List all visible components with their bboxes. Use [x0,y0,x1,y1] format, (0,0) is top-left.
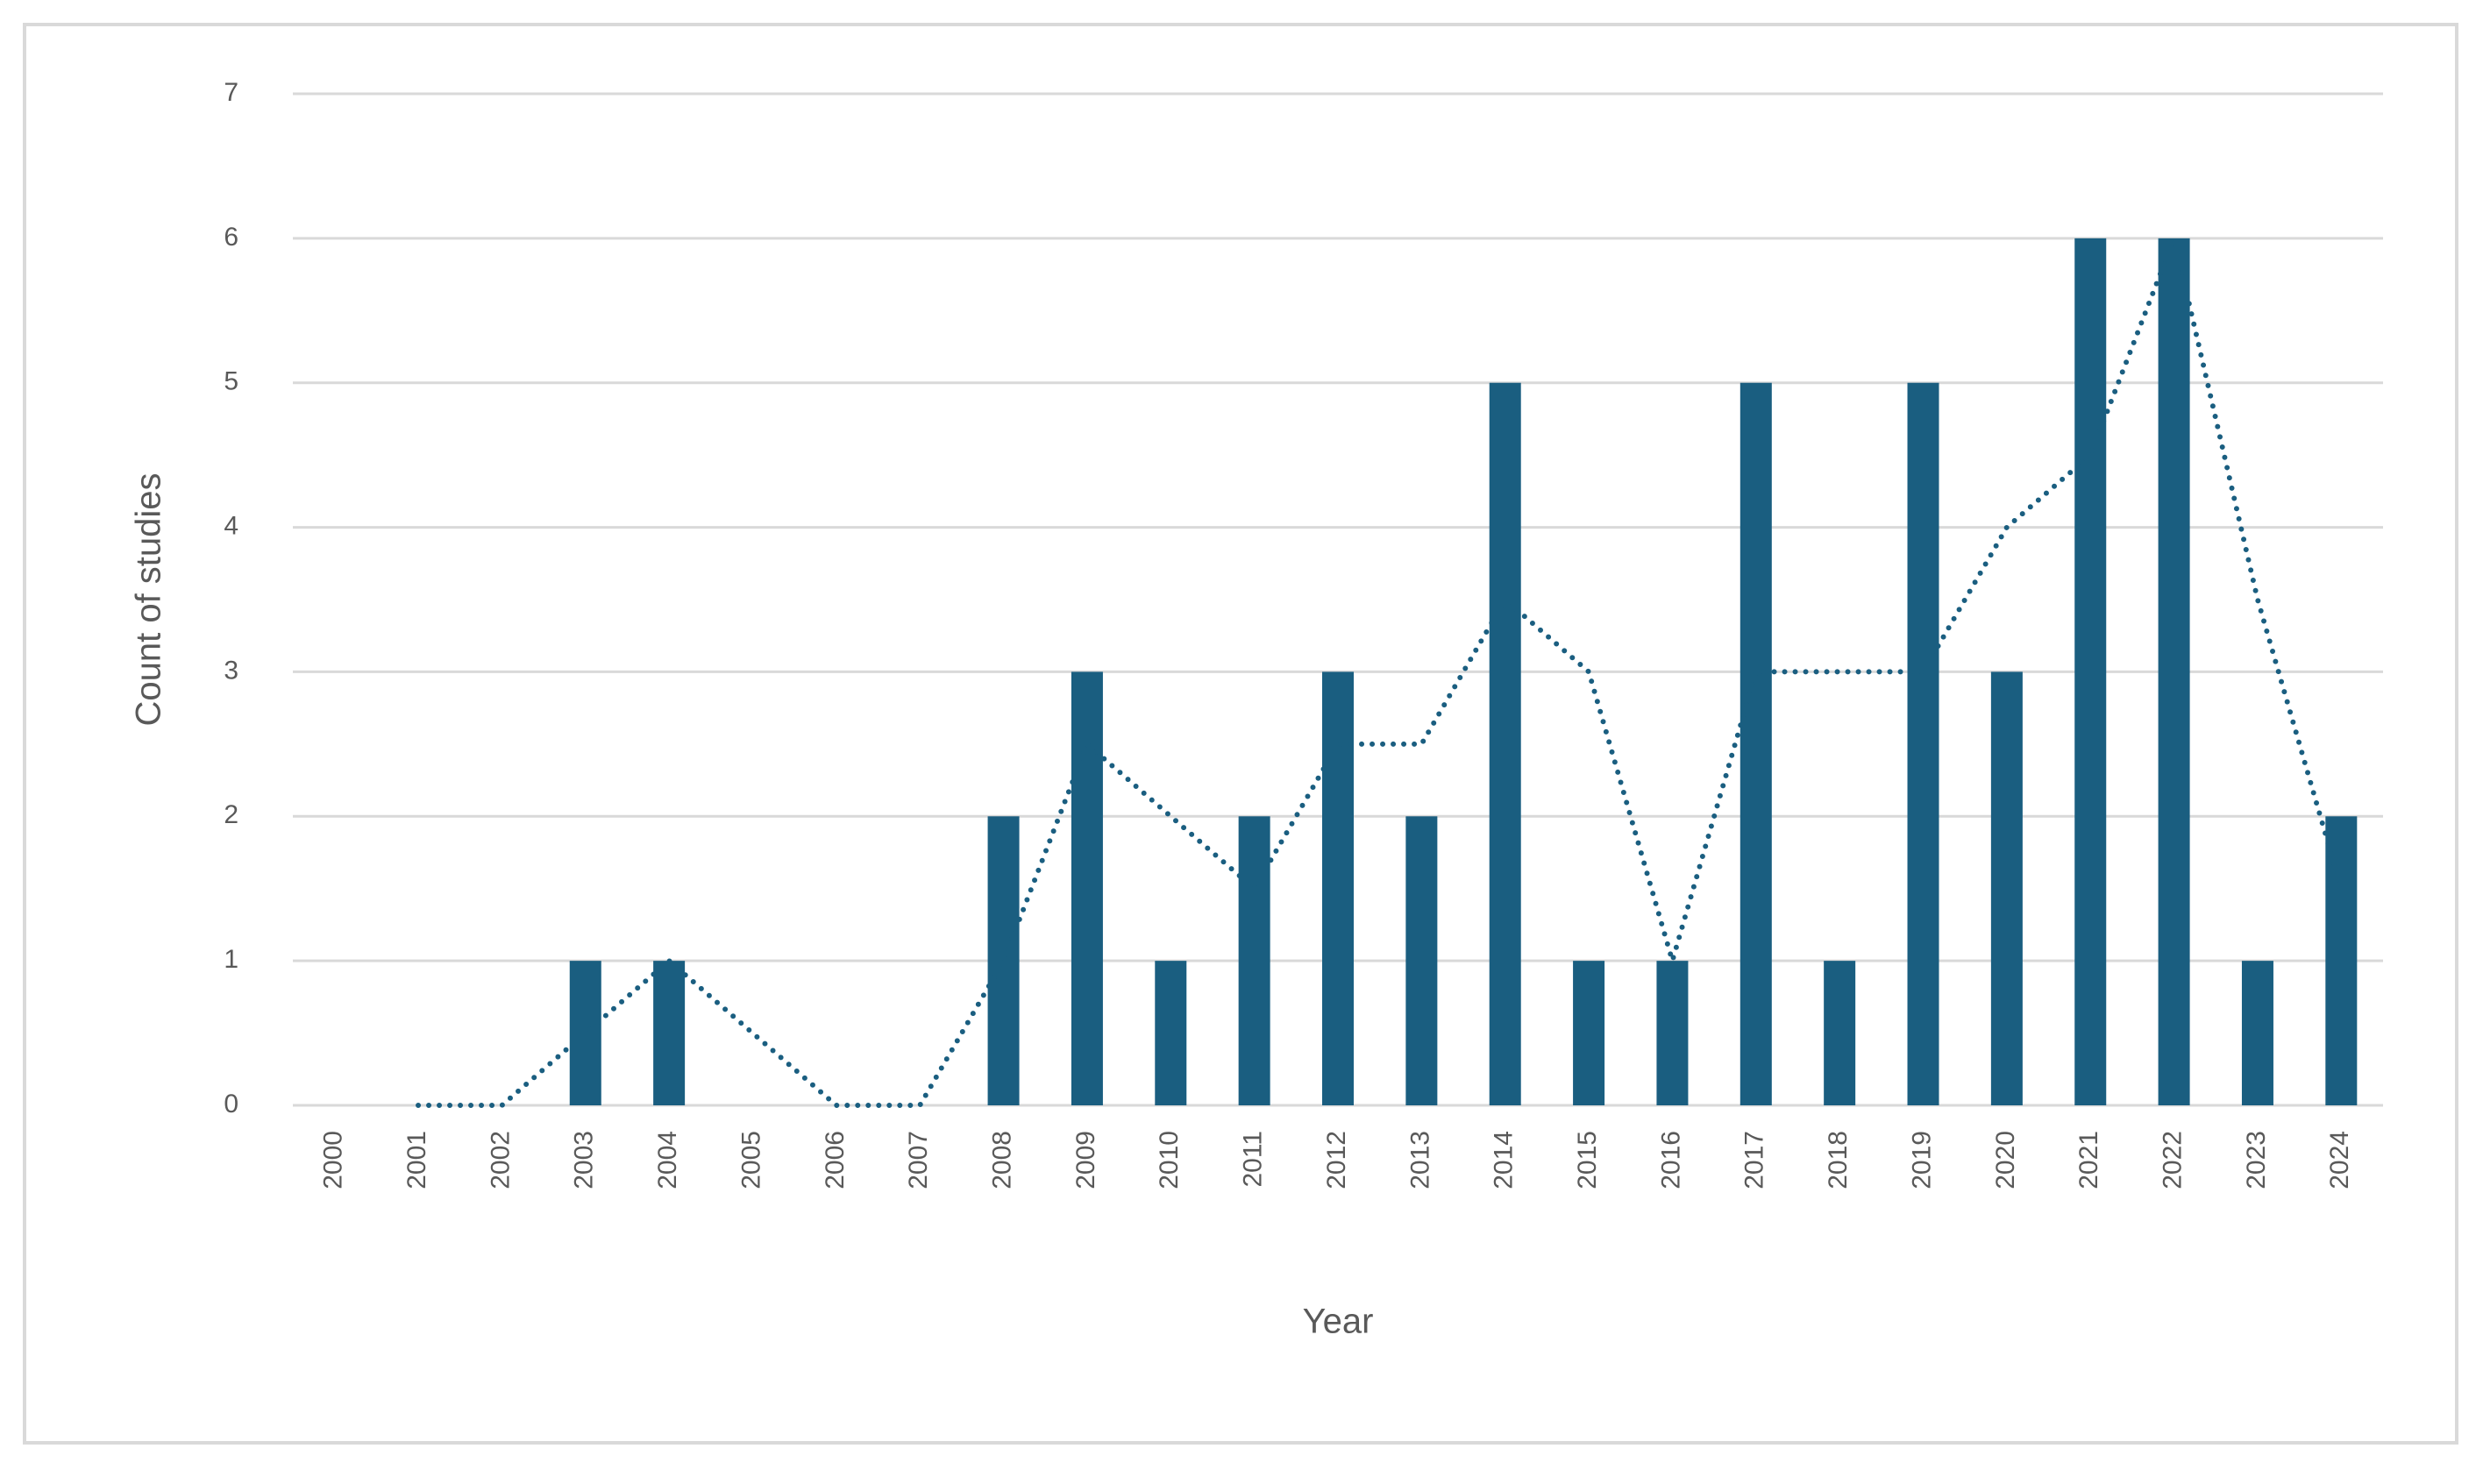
x-tick-label: 2001 [402,1131,431,1189]
x-tick-label: 2022 [2159,1131,2188,1189]
bar [1071,671,1103,1105]
bar [1656,961,1689,1105]
x-tick-label: 2021 [2074,1131,2103,1189]
x-tick-label: 2009 [1071,1131,1100,1189]
x-tick-label: 2015 [1573,1131,1602,1189]
bar [1740,382,1772,1105]
x-tick-label: 2003 [570,1131,599,1189]
y-tick-label: 0 [224,1090,238,1118]
x-axis-title: Year [1303,1303,1374,1341]
bar [2074,238,2107,1105]
x-tick-label: 2018 [1824,1131,1853,1189]
bar [1824,961,1856,1105]
x-tick-label: 2020 [1991,1131,2020,1189]
y-tick-label: 2 [224,800,238,829]
bar [1238,816,1270,1105]
bar [1322,671,1354,1105]
bar [1990,671,2023,1105]
y-tick-label: 7 [224,78,238,107]
bar [1489,382,1521,1105]
x-tick-label: 2014 [1490,1131,1519,1189]
y-tick-label: 6 [224,223,238,252]
y-tick-label: 4 [224,511,238,540]
x-tick-label: 2024 [2325,1131,2354,1189]
bar [1907,382,1939,1105]
chart-border [23,23,2458,1445]
x-tick-label: 2008 [987,1131,1016,1189]
y-tick-label: 1 [224,945,238,974]
bar [1573,961,1605,1105]
y-axis-title: Count of studies [130,472,168,726]
x-tick-label: 2004 [653,1131,682,1189]
y-tick-label: 3 [224,656,238,685]
bar [2241,961,2273,1105]
bar [2325,816,2358,1105]
x-tick-label: 2011 [1239,1131,1268,1188]
trend-line [416,235,2344,1108]
x-tick-label: 2007 [904,1131,933,1189]
x-tick-label: 2017 [1740,1131,1769,1189]
bar [2158,238,2190,1105]
bar [1405,816,1438,1105]
y-tick-label: 5 [224,367,238,396]
x-tick-label: 2023 [2242,1131,2271,1189]
x-tick-label: 2019 [1907,1131,1936,1189]
bar [569,961,601,1105]
x-tick-label: 2013 [1405,1131,1434,1189]
bar [1155,961,1187,1105]
x-tick-label: 2010 [1155,1131,1184,1189]
x-tick-label: 2006 [821,1131,850,1189]
x-tick-label: 2000 [319,1131,348,1189]
x-tick-label: 2002 [486,1131,515,1189]
x-tick-label: 2016 [1656,1131,1685,1189]
x-tick-label: 2005 [736,1131,765,1189]
bar [653,961,686,1105]
x-tick-label: 2012 [1322,1131,1351,1189]
